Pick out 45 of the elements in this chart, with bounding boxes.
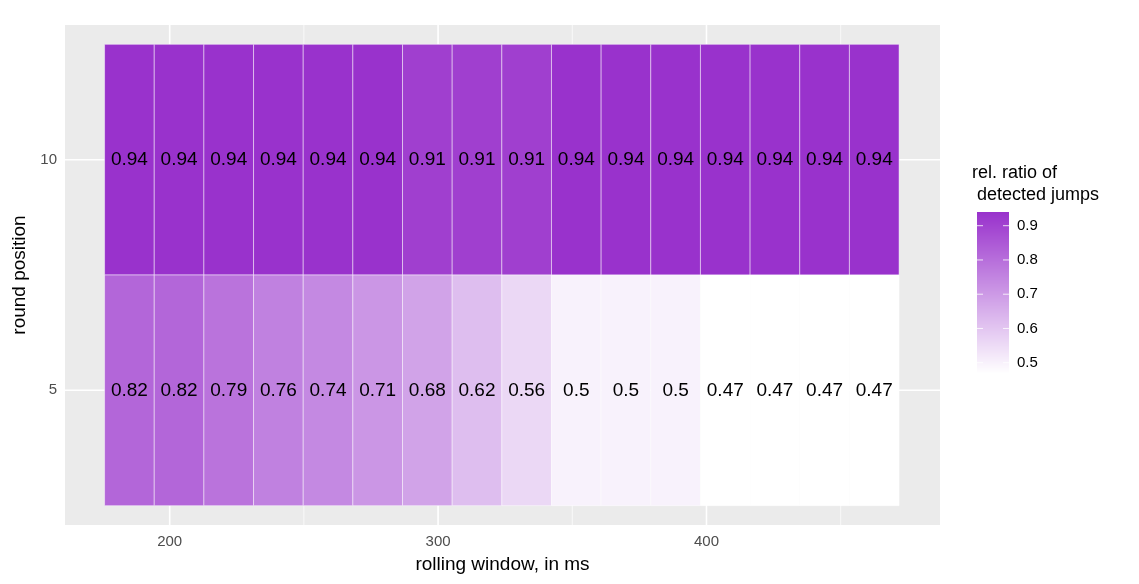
data-label: 0.91 <box>508 147 546 169</box>
data-label: 0.47 <box>855 378 893 400</box>
data-label: 0.94 <box>706 147 745 169</box>
data-label: 0.94 <box>210 147 248 169</box>
color-bar-label: 0.9 <box>1017 215 1038 233</box>
data-label: 0.56 <box>508 378 546 400</box>
data-label: 0.5 <box>662 378 689 400</box>
data-label: 0.94 <box>557 147 596 169</box>
data-label: 0.47 <box>806 378 844 400</box>
data-label: 0.94 <box>607 147 645 169</box>
data-label: 0.94 <box>657 147 695 169</box>
x-axis-title: rolling window, in ms <box>415 552 590 574</box>
y-tick-label: 10 <box>40 149 57 167</box>
data-label: 0.76 <box>259 378 297 400</box>
data-label: 0.74 <box>309 378 347 400</box>
data-label: 0.91 <box>408 147 446 169</box>
data-label: 0.5 <box>563 378 590 400</box>
x-tick-label: 400 <box>693 532 719 550</box>
data-label: 0.79 <box>210 378 248 400</box>
data-label: 0.91 <box>458 147 496 169</box>
color-bar-label: 0.5 <box>1017 352 1038 370</box>
legend-title: rel. ratio of detected jumps <box>972 162 1100 204</box>
color-bar-label: 0.6 <box>1017 318 1038 336</box>
data-label: 0.47 <box>756 378 794 400</box>
x-tick-label: 200 <box>157 532 183 550</box>
data-label: 0.94 <box>806 147 844 169</box>
data-label: 0.94 <box>359 147 397 169</box>
data-label: 0.5 <box>612 378 640 400</box>
y-axis-title: round position <box>7 215 29 335</box>
data-label: 0.94 <box>756 147 794 169</box>
data-label: 0.94 <box>855 147 894 169</box>
y-tick-label: 5 <box>48 380 57 398</box>
color-bar-label: 0.8 <box>1017 250 1038 268</box>
data-label: 0.94 <box>259 147 298 169</box>
data-label: 0.94 <box>110 147 149 169</box>
data-label: 0.82 <box>110 378 148 400</box>
data-label: 0.94 <box>309 147 347 169</box>
data-label: 0.47 <box>706 378 744 400</box>
color-bar-label: 0.7 <box>1017 284 1038 302</box>
x-tick-label: 300 <box>425 532 451 550</box>
data-label: 0.68 <box>408 378 446 400</box>
data-label: 0.82 <box>160 378 198 400</box>
data-label: 0.62 <box>458 378 496 400</box>
data-label: 0.94 <box>160 147 198 169</box>
data-label: 0.71 <box>359 378 397 400</box>
